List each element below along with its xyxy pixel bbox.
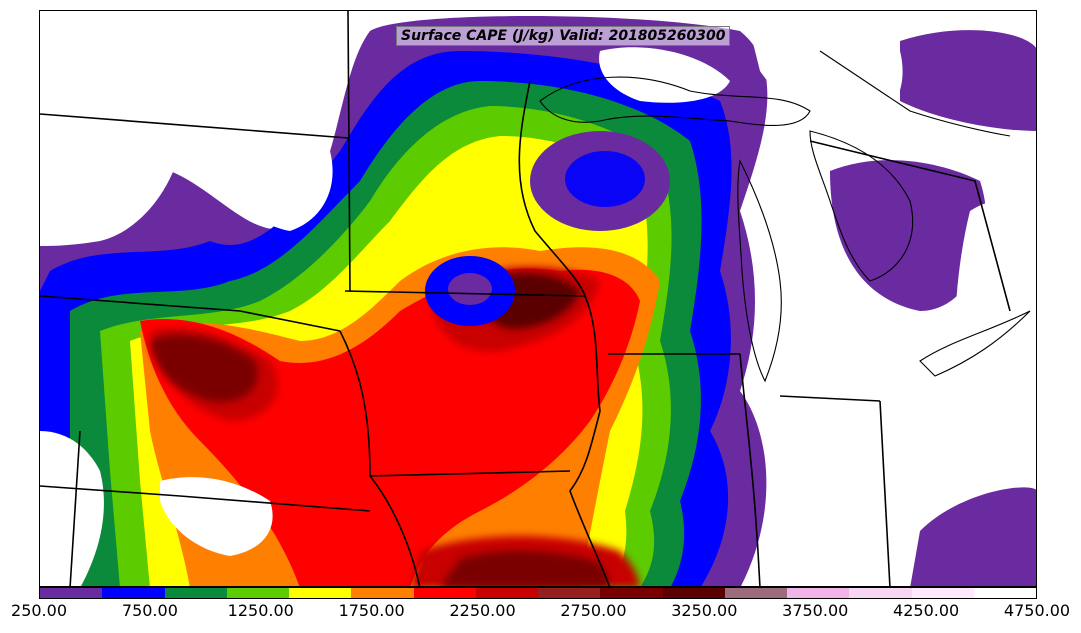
boundary-mississippi	[569, 295, 611, 586]
colorbar-tick-label: 4250.00	[893, 601, 960, 620]
cape-field	[40, 11, 1036, 586]
colorbar-tick-label: 250.00	[11, 601, 67, 620]
cape-low-ring-north-inner	[565, 151, 645, 207]
colorbar-swatch	[911, 588, 974, 598]
colorbar-swatch	[538, 588, 601, 598]
boundary-sd-ne	[40, 295, 341, 332]
colorbar-swatch	[351, 588, 414, 598]
colorbar-swatch	[226, 588, 289, 598]
colorbar-tick-label: 4750.00	[1003, 601, 1071, 620]
boundary-mi-in	[779, 395, 881, 402]
cape-none-sw	[40, 431, 104, 586]
lake-huron	[809, 130, 914, 282]
colorbar	[39, 587, 1037, 599]
colorbar-swatch	[289, 588, 352, 598]
boundary-ks-ne	[40, 485, 371, 512]
lake-michigan	[737, 159, 782, 383]
colorbar-swatch	[102, 588, 165, 598]
colorbar-tick-label: 750.00	[121, 601, 178, 620]
lake-superior	[539, 76, 811, 126]
colorbar-swatch	[164, 588, 227, 598]
colorbar-swatch	[787, 588, 850, 598]
map-title: Surface CAPE (J/kg) Valid: 201805260300	[396, 26, 731, 46]
boundary-ia-west	[339, 330, 371, 477]
cape-core-south	[441, 550, 610, 586]
cape-none-nw	[40, 11, 360, 114]
cape-none-east	[757, 282, 948, 586]
colorbar-swatch	[600, 588, 663, 598]
map-panel: Surface CAPE (J/kg) Valid: 201805260300	[39, 10, 1037, 587]
colorbar-swatch	[973, 588, 1036, 598]
colorbar-swatch	[662, 588, 725, 598]
cape-none-mid	[220, 131, 333, 231]
cape-none-far-east	[954, 200, 1036, 473]
boundary-ne-state	[809, 140, 1011, 312]
state-boundaries	[40, 11, 1011, 586]
colorbar-swatch	[413, 588, 476, 598]
boundary-east-oh	[879, 400, 891, 586]
lake-outlines	[539, 50, 1031, 383]
boundary-ok-ks	[69, 430, 81, 586]
boundary-mn-west	[347, 11, 351, 292]
cape-region-east	[830, 160, 987, 311]
cape-none-east-lake	[750, 27, 903, 132]
colorbar-tick-label: 2250.00	[449, 601, 516, 620]
cape-none-nw-plains	[40, 128, 180, 246]
canada-border	[819, 50, 1011, 137]
cape-region-se	[910, 487, 1036, 586]
colorbar-swatch	[849, 588, 912, 598]
colorbar-swatch	[724, 588, 787, 598]
cape-core-west	[150, 334, 258, 402]
cape-map	[40, 11, 1036, 586]
boundary-mn-ia	[344, 290, 586, 297]
colorbar-tick-label: 2750.00	[560, 601, 627, 620]
colorbar-tick-label: 1250.00	[227, 601, 294, 620]
lake-erie	[919, 310, 1031, 377]
colorbar-tick-label: 3250.00	[671, 601, 738, 620]
cape-low-ring-center-inner	[448, 273, 492, 305]
cape-region-ne	[900, 30, 1036, 131]
colorbar-tick-label: 3750.00	[782, 601, 849, 620]
cape-none-north	[599, 47, 730, 103]
colorbar-tick-labels: 250.00 750.00 1250.00 1750.00 2250.00 2750.00…	[0, 601, 1081, 625]
boundary-dakotas	[40, 113, 349, 139]
colorbar-tick-label: 1750.00	[338, 601, 405, 620]
boundary-ia-mo	[369, 470, 571, 477]
boundary-mo-west	[369, 475, 421, 586]
boundary-wi-mn	[518, 80, 586, 297]
colorbar-swatch	[40, 588, 103, 598]
boundary-il-in	[739, 353, 761, 586]
colorbar-swatch	[475, 588, 538, 598]
